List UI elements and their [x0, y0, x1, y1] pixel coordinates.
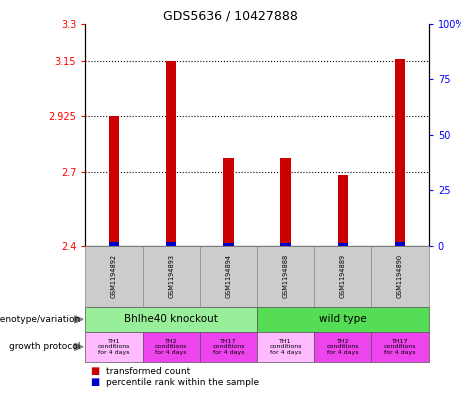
- Bar: [338, 243, 348, 246]
- Text: growth protocol: growth protocol: [9, 342, 81, 351]
- Text: GSM1194892: GSM1194892: [111, 254, 117, 298]
- Text: GSM1194890: GSM1194890: [397, 254, 403, 298]
- Text: wild type: wild type: [319, 314, 366, 324]
- Bar: [166, 61, 176, 246]
- Text: ■: ■: [90, 366, 99, 376]
- Bar: [395, 242, 405, 246]
- Text: TH2
conditions
for 4 days: TH2 conditions for 4 days: [155, 338, 187, 355]
- Text: TH17
conditions
for 4 days: TH17 conditions for 4 days: [384, 338, 416, 355]
- Text: transformed count: transformed count: [106, 367, 190, 376]
- Text: ■: ■: [90, 377, 99, 387]
- Bar: [338, 175, 348, 246]
- Text: percentile rank within the sample: percentile rank within the sample: [106, 378, 259, 387]
- Text: TH17
conditions
for 4 days: TH17 conditions for 4 days: [212, 338, 245, 355]
- Bar: [109, 116, 119, 246]
- Text: GSM1194888: GSM1194888: [283, 254, 289, 298]
- Bar: [280, 242, 291, 246]
- Bar: [166, 242, 176, 246]
- Text: GSM1194894: GSM1194894: [225, 254, 231, 298]
- Bar: [223, 242, 234, 246]
- Text: TH2
conditions
for 4 days: TH2 conditions for 4 days: [327, 338, 359, 355]
- Bar: [395, 59, 405, 246]
- Bar: [280, 158, 291, 246]
- Text: GDS5636 / 10427888: GDS5636 / 10427888: [163, 10, 298, 23]
- Text: GSM1194889: GSM1194889: [340, 254, 346, 298]
- Text: GSM1194893: GSM1194893: [168, 254, 174, 298]
- Text: TH1
conditions
for 4 days: TH1 conditions for 4 days: [98, 338, 130, 355]
- Bar: [223, 158, 234, 246]
- Text: TH1
conditions
for 4 days: TH1 conditions for 4 days: [269, 338, 302, 355]
- Bar: [109, 242, 119, 246]
- Text: Bhlhe40 knockout: Bhlhe40 knockout: [124, 314, 218, 324]
- Text: genotype/variation: genotype/variation: [0, 315, 81, 324]
